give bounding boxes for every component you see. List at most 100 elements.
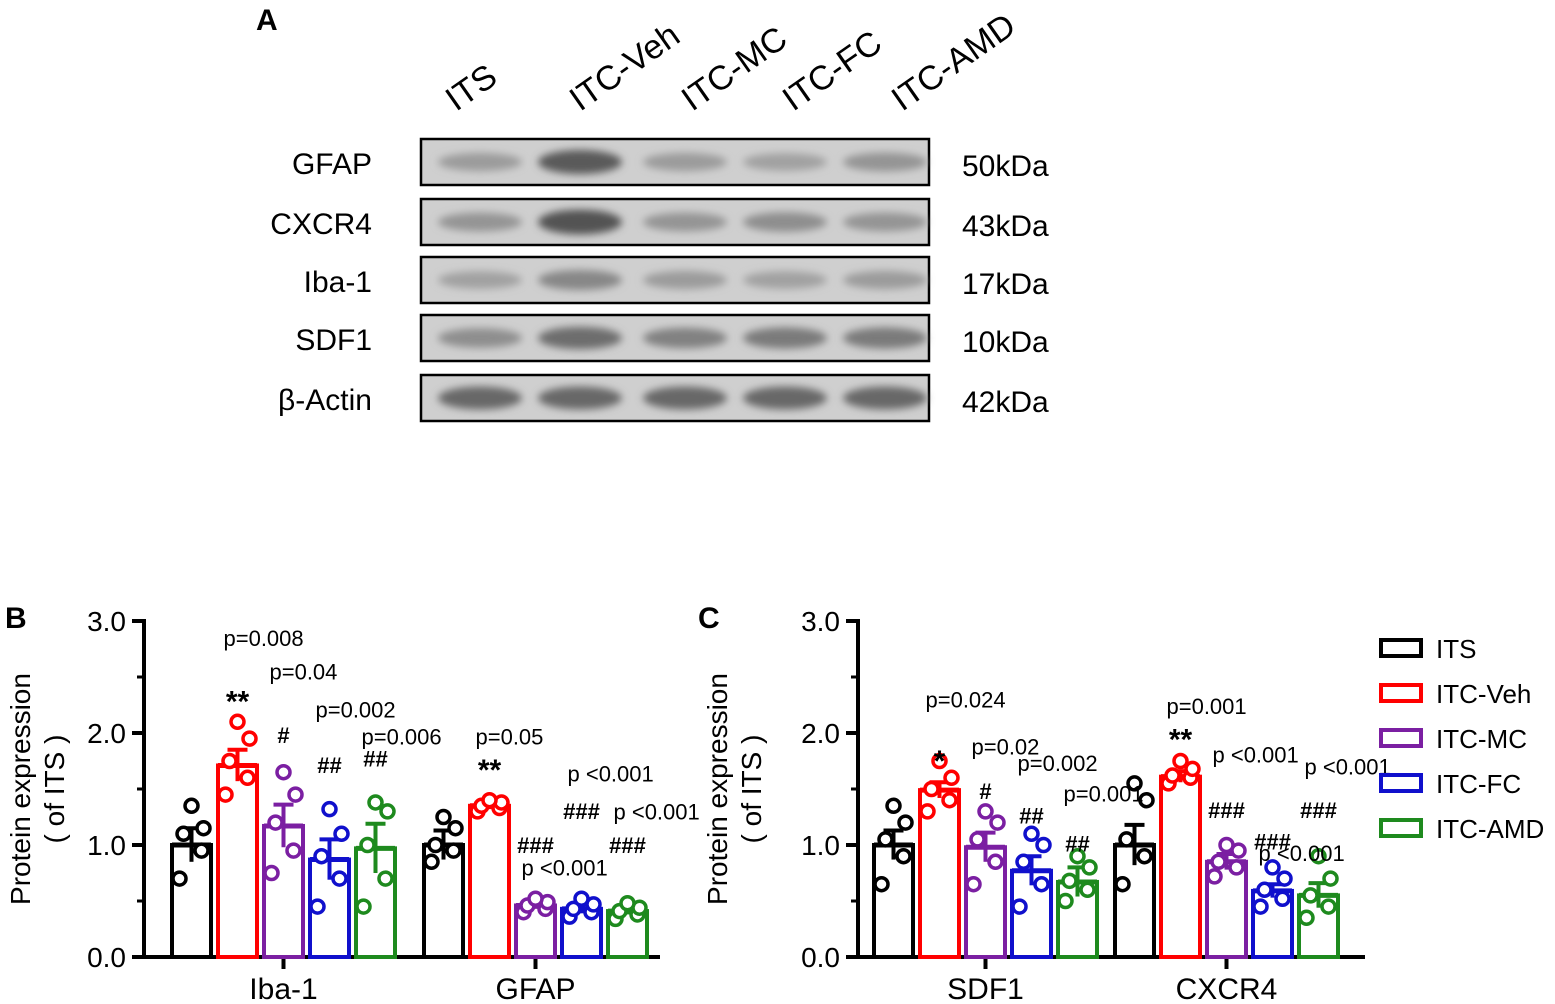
data-point (1081, 859, 1098, 876)
data-point (359, 836, 376, 854)
p-value-label: p=0.02 (972, 734, 1040, 759)
data-point (445, 842, 462, 859)
legend: ITS ITC-Veh ITC-MC ITC-FC ITC-AMD (1379, 634, 1544, 844)
p-value-label: p <0.001 (1259, 841, 1345, 866)
data-point (263, 864, 280, 882)
blot-band (438, 386, 522, 410)
data-point (1138, 791, 1155, 809)
blot-band (843, 212, 927, 232)
blot-size-label: 17kDa (962, 268, 1049, 301)
data-point (1057, 892, 1074, 910)
data-point (217, 786, 234, 803)
significance-marker: ### (1254, 829, 1291, 854)
y-tick-label: 0.0 (87, 942, 126, 973)
data-point (969, 831, 986, 848)
legend-swatch (1379, 728, 1423, 748)
blot-band (843, 327, 927, 349)
y-tick-label: 2.0 (87, 718, 126, 749)
blot-row-sdf1: SDF1 10kDa (295, 313, 1049, 363)
data-point (1172, 752, 1189, 770)
data-point (527, 890, 544, 908)
significance-marker: ### (563, 799, 600, 824)
lane-label: ITC-AMD (885, 6, 1023, 118)
chart-c-sdf1-cxcr4: C Protein expression( of ITS ) 0.0 1.0 2.0 3.… (698, 602, 1391, 1004)
legend-label: ITC-AMD (1436, 814, 1544, 844)
bar-group (606, 894, 649, 960)
data-point (1033, 875, 1050, 893)
bar (468, 803, 511, 959)
significance-marker: # (979, 779, 991, 804)
data-point (427, 836, 444, 854)
data-point (1023, 825, 1040, 843)
bar-group (354, 794, 397, 959)
blot-band (643, 152, 727, 172)
blot-strips: GFAP 50kDa CXCR4 43kDa Iba-1 17kDa SDF1 10kDa β-… (270, 137, 1049, 423)
data-point (229, 713, 246, 731)
data-point (1118, 831, 1135, 848)
bar-group (422, 808, 465, 959)
lane-label: ITC-Veh (563, 16, 687, 119)
p-value-label: p=0.002 (316, 697, 396, 722)
p-value-label: p=0.001 (1167, 694, 1247, 719)
data-point (1274, 890, 1291, 908)
data-point (619, 894, 636, 912)
data-point (1011, 898, 1028, 915)
chart-b-iba1-gfap: B Protein expression( of ITS ) 0.0 1.0 2.0 3.… (5, 602, 700, 1004)
data-point (355, 898, 372, 915)
p-value-label: p=0.04 (270, 659, 338, 684)
data-point (931, 752, 948, 770)
blot-protein-label: CXCR4 (270, 208, 372, 241)
p-value-label: p <0.001 (1213, 742, 1299, 767)
p-value-label: p=0.002 (1018, 751, 1098, 776)
blot-band (643, 327, 727, 349)
data-point (481, 791, 498, 809)
bar-group (1205, 836, 1248, 959)
x-tick-label: GFAP (495, 973, 575, 1004)
data-point (435, 808, 452, 826)
data-point (1069, 847, 1086, 865)
bar-group (918, 752, 961, 959)
data-point (377, 870, 394, 887)
y-axis-label-line: Protein expression (702, 673, 733, 905)
data-point (977, 803, 994, 820)
data-point (1218, 836, 1235, 854)
blot-band (438, 271, 522, 289)
blot-protein-label: β-Actin (278, 384, 372, 417)
bar-group (468, 791, 511, 959)
data-point (423, 853, 440, 871)
data-point (919, 803, 936, 820)
blot-band (538, 270, 622, 290)
data-point (873, 875, 890, 893)
blot-row--actin: β-Actin 42kDa (278, 373, 1049, 423)
blot-protein-label: GFAP (292, 148, 372, 181)
legend-swatch (1379, 638, 1423, 658)
data-point (221, 752, 238, 770)
bar-group (1159, 752, 1202, 959)
p-value-label: p <0.001 (1305, 755, 1391, 780)
data-point (1136, 847, 1153, 865)
data-point (1228, 859, 1245, 876)
blot-band (743, 386, 827, 410)
blot-band (538, 209, 622, 235)
data-point (1164, 767, 1181, 784)
data-point (989, 814, 1006, 831)
lane-label: ITS (439, 57, 504, 118)
data-point (1206, 868, 1223, 885)
x-tick-label: CXCR4 (1176, 973, 1278, 1004)
bar-group (872, 797, 915, 959)
significance-marker: ### (609, 833, 646, 858)
legend-swatch (1379, 773, 1423, 793)
significance-marker: ## (317, 753, 341, 778)
data-point (309, 898, 326, 915)
y-axis-label-line: Protein expression (5, 673, 36, 905)
y-axis-label-line: ( of ITS ) (39, 735, 70, 844)
p-value-label: p=0.006 (362, 724, 442, 749)
data-point (943, 769, 960, 787)
data-point (1015, 853, 1032, 871)
data-point (1322, 870, 1339, 887)
lane-label: ITC-FC (776, 24, 889, 119)
legend-swatch (1379, 683, 1423, 703)
data-point (321, 800, 338, 818)
data-point (1302, 887, 1319, 904)
